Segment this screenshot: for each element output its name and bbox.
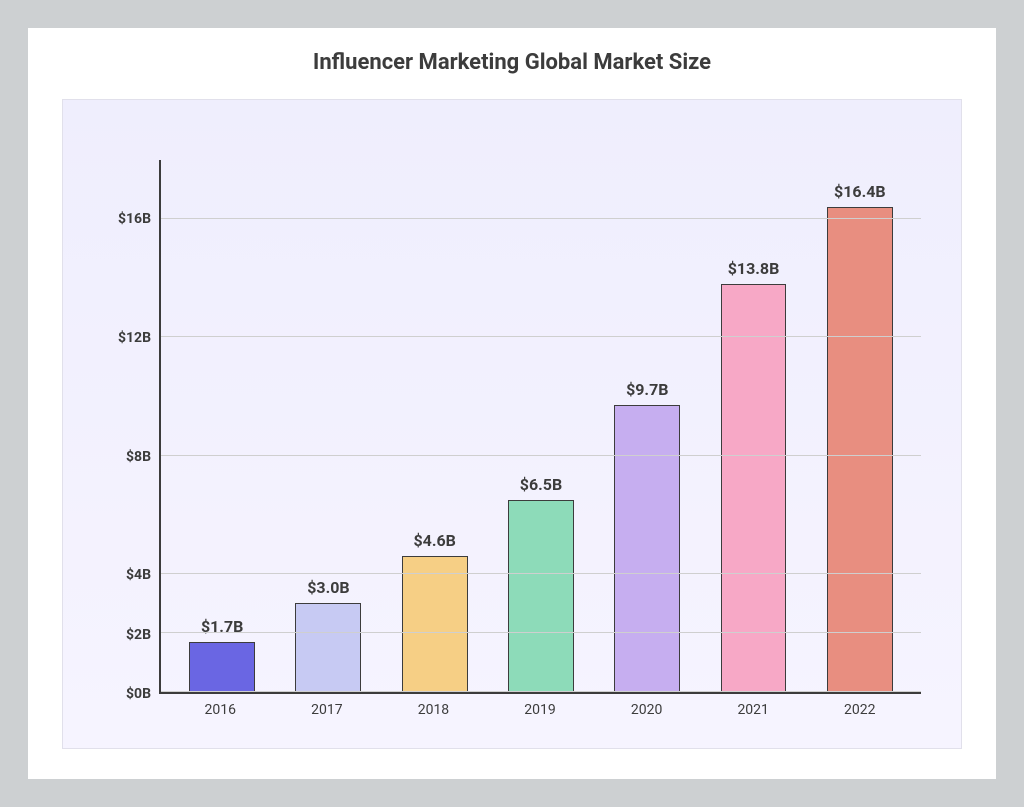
bar	[721, 284, 787, 692]
gridline	[161, 336, 921, 337]
bar-column: $3.0B	[275, 160, 381, 692]
bar-value-label: $16.4B	[834, 182, 886, 201]
x-tick-label: 2016	[167, 702, 274, 718]
bar-column: $13.8B	[700, 160, 806, 692]
y-tick-label: $12B	[118, 330, 151, 346]
bar	[402, 556, 468, 692]
bar	[614, 405, 680, 692]
bar	[189, 642, 255, 692]
x-tick-label: 2021	[700, 702, 807, 718]
gridline	[161, 632, 921, 633]
chart-card: Influencer Marketing Global Market Size …	[28, 28, 996, 779]
gridline	[161, 218, 921, 219]
bar	[508, 500, 574, 692]
bar-value-label: $3.0B	[307, 578, 349, 597]
bar-value-label: $1.7B	[201, 617, 243, 636]
x-tick-label: 2017	[274, 702, 381, 718]
gridline	[161, 455, 921, 456]
bar	[295, 603, 361, 692]
y-tick-label: $16B	[118, 211, 151, 227]
x-ticks: 2016201720182019202020212022	[159, 694, 921, 718]
y-axis: $0B$2B$4B$8B$12B$16B	[103, 160, 159, 694]
bar-column: $4.6B	[382, 160, 488, 692]
y-tick-label: $4B	[126, 567, 151, 583]
y-tick-label: $0B	[126, 686, 151, 702]
bar-column: $6.5B	[488, 160, 594, 692]
chart-panel: $0B $2B $4B $8B $12B $16B $1.7B $3.0B $4.6B $6.5…	[62, 99, 962, 749]
x-tick-label: 2020	[593, 702, 700, 718]
gridline	[161, 691, 921, 692]
bar-value-label: $6.5B	[520, 475, 562, 494]
x-tick-label: 2018	[380, 702, 487, 718]
bar-value-label: $9.7B	[626, 380, 668, 399]
y-tick-label: $8B	[126, 449, 151, 465]
x-axis: 2016201720182019202020212022	[103, 694, 921, 718]
bars-container: $1.7B $3.0B $4.6B $6.5B $9.7B $13.8B $16.4B	[161, 160, 921, 692]
bar-value-label: $4.6B	[414, 531, 456, 550]
plot-wrap: $0B$2B$4B$8B$12B$16B $1.7B$3.0B$4.6B$6.5…	[103, 160, 921, 694]
bar	[827, 207, 893, 692]
bar-column: $9.7B	[594, 160, 700, 692]
y-tick-label: $2B	[126, 627, 151, 643]
chart-title: Influencer Marketing Global Market Size	[62, 50, 962, 75]
bar-column: $1.7B	[169, 160, 275, 692]
bar-value-label: $13.8B	[728, 259, 780, 278]
bar-column: $16.4B	[807, 160, 913, 692]
plot-area: $1.7B $3.0B $4.6B $6.5B $9.7B $13.8B $16.4B	[159, 160, 921, 694]
gridline	[161, 573, 921, 574]
x-tick-label: 2019	[487, 702, 594, 718]
x-tick-label: 2022	[806, 702, 913, 718]
